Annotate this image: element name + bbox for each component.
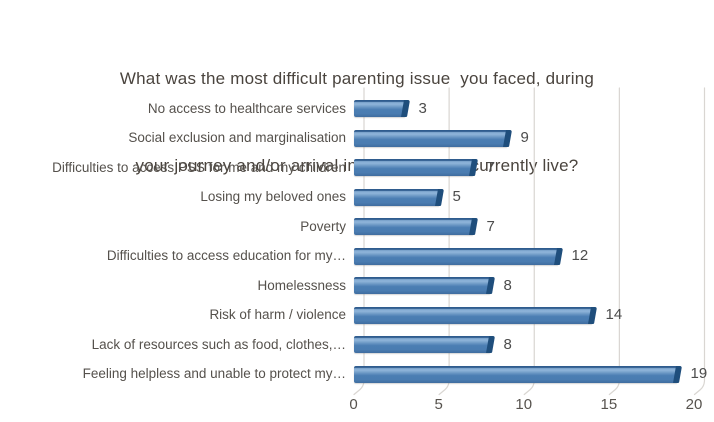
category-label: Lack of resources such as food, clothes,… <box>91 336 346 352</box>
bar <box>353 188 444 206</box>
category-label: Poverty <box>300 218 346 234</box>
category-label: Difficulties to access education for my… <box>106 248 346 263</box>
value-label: 8 <box>503 335 512 353</box>
bar <box>353 336 495 353</box>
bar <box>353 129 512 147</box>
bar <box>353 306 597 324</box>
category-label: No access to healthcare services <box>147 100 346 116</box>
x-axis-tick-label: 5 <box>434 396 443 413</box>
bar <box>353 277 495 294</box>
value-label: 14 <box>605 306 623 323</box>
bar <box>353 247 563 265</box>
category-label: Losing my beloved ones <box>200 189 346 204</box>
category-label: Social exclusion and marginalisation <box>128 130 346 145</box>
category-label: Homelessness <box>257 277 346 293</box>
bar <box>353 100 410 117</box>
value-label: 3 <box>418 99 427 117</box>
bar <box>353 159 478 176</box>
category-label: Feeling helpless and unable to protect m… <box>82 366 346 381</box>
value-label: 12 <box>571 247 589 264</box>
value-label: 9 <box>520 129 529 146</box>
x-axis-tick-label: 10 <box>515 396 533 413</box>
x-axis-tick-label: 15 <box>600 396 618 413</box>
value-label: 5 <box>452 188 461 205</box>
category-label: Difficulties to access PSS for me and my… <box>52 159 346 175</box>
gridline <box>608 87 620 396</box>
chart-title-line1: What was the most difficult parenting is… <box>119 69 595 88</box>
value-label: 7 <box>486 217 495 235</box>
category-label: Risk of harm / violence <box>209 307 346 322</box>
value-label: 8 <box>503 276 512 294</box>
value-label: 19 <box>690 365 708 382</box>
x-axis-tick-label: 20 <box>685 396 703 413</box>
value-label: 7 <box>486 158 495 176</box>
chart-title: What was the most difficult parenting is… <box>0 6 714 238</box>
bar <box>353 365 682 383</box>
x-axis-tick-label: 0 <box>349 396 358 413</box>
gridline <box>693 87 706 396</box>
bar <box>353 218 478 235</box>
